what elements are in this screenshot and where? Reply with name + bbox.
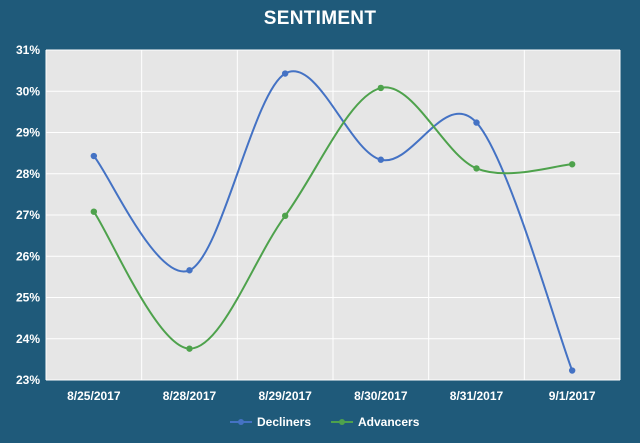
y-tick-label: 26%: [16, 249, 40, 263]
data-point-decliners: [377, 156, 385, 163]
y-tick-label: 25%: [16, 291, 40, 305]
data-point-advancers: [90, 208, 98, 215]
legend-label-advancers: Advancers: [358, 415, 420, 429]
y-tick-label: 27%: [16, 208, 40, 222]
x-tick-label: 8/29/2017: [258, 389, 312, 403]
x-tick-label: 8/30/2017: [354, 389, 408, 403]
data-point-decliners: [186, 267, 193, 274]
chart-title: SENTIMENT: [263, 8, 377, 29]
data-point-decliners: [473, 119, 480, 126]
data-point-decliners: [90, 152, 98, 160]
y-tick-label: 23%: [16, 373, 40, 387]
data-point-advancers: [377, 84, 385, 92]
legend: Decliners Advancers: [230, 415, 420, 429]
y-axis: 23% 24% 25% 26% 27% 28% 29% 30% 31%: [16, 43, 40, 387]
legend-label-decliners: Decliners: [257, 415, 311, 429]
data-point-advancers: [473, 165, 480, 172]
y-tick-label: 30%: [16, 84, 40, 98]
x-tick-label: 9/1/2017: [549, 389, 596, 403]
series-line-decliners: [93, 70, 574, 371]
legend-marker-advancers: [339, 419, 345, 425]
data-point-advancers: [568, 161, 576, 168]
x-axis: 8/25/2017 8/28/2017 8/29/2017 8/30/2017 8/31…: [67, 389, 596, 403]
y-tick-label: 31%: [16, 43, 40, 57]
x-tick-label: 8/31/2017: [450, 389, 504, 403]
y-tick-label: 29%: [16, 126, 40, 140]
data-point-advancers: [186, 345, 193, 352]
data-point-decliners: [568, 367, 576, 374]
y-tick-label: 24%: [16, 332, 40, 346]
x-tick-label: 8/28/2017: [163, 389, 217, 403]
x-tick-label: 8/25/2017: [67, 389, 121, 403]
legend-marker-decliners: [238, 419, 244, 425]
data-point-decliners: [281, 70, 289, 77]
series-layer: [90, 70, 576, 374]
gridlines: [45, 49, 621, 381]
data-point-advancers: [281, 212, 289, 220]
y-tick-label: 28%: [16, 167, 40, 181]
